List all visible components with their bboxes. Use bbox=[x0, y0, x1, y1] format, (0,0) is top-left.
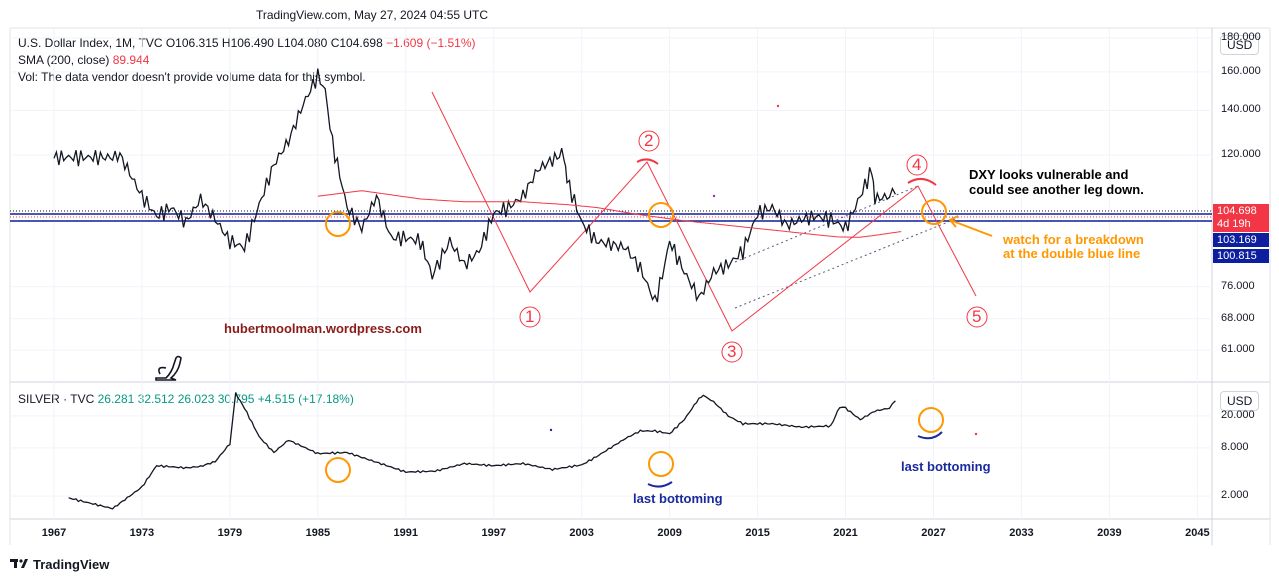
y-tick-label: 140.000 bbox=[1221, 103, 1261, 116]
last-bottoming-2001[interactable]: last bottoming bbox=[633, 491, 723, 506]
dxy-series bbox=[53, 68, 902, 303]
x-tick-label: 2021 bbox=[833, 527, 858, 539]
silver-legend: SILVER · TVC 26.281 32.512 26.023 30.795… bbox=[18, 392, 354, 406]
x-tick-label: 2027 bbox=[921, 527, 946, 539]
y-tick-label: 8.000 bbox=[1221, 440, 1249, 453]
wave-5-circle bbox=[966, 306, 988, 328]
arc-bottom-2001 bbox=[647, 481, 673, 488]
arc-wave4 bbox=[907, 178, 937, 186]
x-tick-label: 2045 bbox=[1185, 527, 1210, 539]
breakdown-note-line2[interactable]: at the double blue line bbox=[1003, 246, 1141, 261]
dxy-change: −1.609 (−1.51%) bbox=[386, 36, 476, 50]
y-tick-label: 180.000 bbox=[1221, 30, 1261, 43]
x-tick-label: 1973 bbox=[129, 527, 155, 539]
wave-2-circle bbox=[638, 130, 660, 152]
bar-countdown: 4d 19h bbox=[1217, 218, 1251, 230]
silver-series bbox=[68, 392, 896, 510]
orange-circle-2024[interactable] bbox=[921, 199, 947, 225]
brand-name[interactable]: TradingView bbox=[33, 557, 110, 572]
wave-4-circle bbox=[906, 154, 928, 176]
dxy-high: H106.490 bbox=[221, 36, 274, 50]
dxy-low: L104.080 bbox=[277, 36, 328, 50]
silver-high: 32.512 bbox=[137, 392, 175, 406]
x-tick-label: 1991 bbox=[393, 527, 419, 539]
y-tick-label: 76.000 bbox=[1221, 279, 1255, 292]
wave-3-circle bbox=[721, 341, 743, 363]
vol-legend: Vol: The data vendor doesn't provide vol… bbox=[18, 70, 366, 84]
blue-line-tag-2: 100.815 bbox=[1213, 249, 1269, 263]
x-tick-label: 2015 bbox=[745, 527, 770, 539]
sma-line[interactable] bbox=[317, 190, 902, 238]
orange-circle-silver-2024[interactable] bbox=[918, 407, 944, 433]
sma-legend: SMA (200, close) 89.944 bbox=[18, 53, 149, 67]
tradingview-logo-icon[interactable] bbox=[10, 559, 28, 568]
dxy-note-line1[interactable]: DXY looks vulnerable and bbox=[969, 167, 1129, 182]
silver-symbol: SILVER · TVC bbox=[18, 392, 95, 406]
x-tick-label: 2033 bbox=[1009, 527, 1034, 539]
grid bbox=[10, 28, 1212, 519]
arc-bottom-2024 bbox=[917, 431, 943, 440]
wave-1-circle bbox=[519, 306, 541, 328]
silver-change: +4.515 (+17.18%) bbox=[257, 392, 354, 406]
y-tick-label: 160.000 bbox=[1221, 64, 1261, 77]
y-tick-label: 68.000 bbox=[1221, 311, 1255, 324]
wave-2-label: 2 bbox=[644, 131, 654, 150]
arc-wave2 bbox=[636, 158, 659, 165]
marker-dot bbox=[712, 194, 716, 198]
breakdown-arrow bbox=[949, 219, 993, 237]
marker-dot bbox=[549, 428, 553, 432]
wave-5-label: 5 bbox=[972, 307, 982, 326]
dxy-price-line[interactable] bbox=[53, 68, 896, 303]
y-tick-label: 2.000 bbox=[1221, 489, 1249, 502]
currency-button-top[interactable]: USD bbox=[1220, 35, 1260, 55]
silver-low: 26.023 bbox=[177, 392, 215, 406]
wave-1-label: 1 bbox=[525, 307, 535, 326]
channel-upper[interactable] bbox=[734, 185, 919, 263]
orange-circle-silver-1977[interactable] bbox=[325, 457, 351, 483]
wave-3-label: 3 bbox=[727, 342, 737, 361]
last-price-tag: 104.698 4d 19h bbox=[1213, 204, 1269, 232]
x-tick-label: 2039 bbox=[1097, 527, 1122, 539]
orange-circle-silver-2001[interactable] bbox=[648, 451, 674, 477]
orange-circle-1977[interactable] bbox=[325, 211, 351, 237]
silver-open: 26.281 bbox=[97, 392, 135, 406]
dxy-close: C104.698 bbox=[330, 36, 383, 50]
orange-circle-2001[interactable] bbox=[648, 202, 674, 228]
x-tick-label: 2009 bbox=[657, 527, 682, 539]
snapshot-header: TradingView.com, May 27, 2024 04:55 UTC bbox=[255, 8, 489, 22]
wave-4-label: 4 bbox=[912, 155, 922, 174]
dxy-note-line2[interactable]: could see another leg down. bbox=[969, 182, 1144, 197]
y-tick-label: 61.000 bbox=[1221, 343, 1255, 356]
breakdown-note-line1[interactable]: watch for a breakdown bbox=[1003, 232, 1144, 247]
silver-close: 30.795 bbox=[217, 392, 255, 406]
marker-dot bbox=[776, 104, 780, 108]
sma-label: SMA (200, close) bbox=[18, 53, 110, 67]
wave-lines[interactable] bbox=[431, 91, 977, 332]
site-watermark[interactable]: hubertmoolman.wordpress.com bbox=[224, 321, 422, 336]
dxy-open: O106.315 bbox=[165, 36, 219, 50]
blue-line-tag-1: 103.169 bbox=[1213, 233, 1269, 247]
x-tick-label: 1997 bbox=[481, 527, 506, 539]
last-price-value: 104.698 bbox=[1217, 205, 1257, 217]
x-tick-label: 2003 bbox=[569, 527, 594, 539]
last-bottoming-2024[interactable]: last bottoming bbox=[901, 459, 991, 474]
breakdown-arrowhead bbox=[948, 215, 959, 228]
dinosaur-icon[interactable] bbox=[155, 355, 182, 381]
x-tick-label: 1985 bbox=[305, 527, 331, 539]
y-tick-label: 120.000 bbox=[1221, 147, 1261, 160]
sma-value: 89.944 bbox=[112, 53, 150, 67]
channel-lower[interactable] bbox=[734, 217, 959, 309]
x-tick-label: 1967 bbox=[41, 527, 67, 539]
x-tick-label: 1979 bbox=[217, 527, 243, 539]
marker-dot bbox=[974, 432, 978, 436]
silver-price-line[interactable] bbox=[68, 392, 896, 510]
currency-button-bottom[interactable]: USD bbox=[1220, 391, 1260, 411]
y-tick-label: 20.000 bbox=[1221, 408, 1255, 421]
